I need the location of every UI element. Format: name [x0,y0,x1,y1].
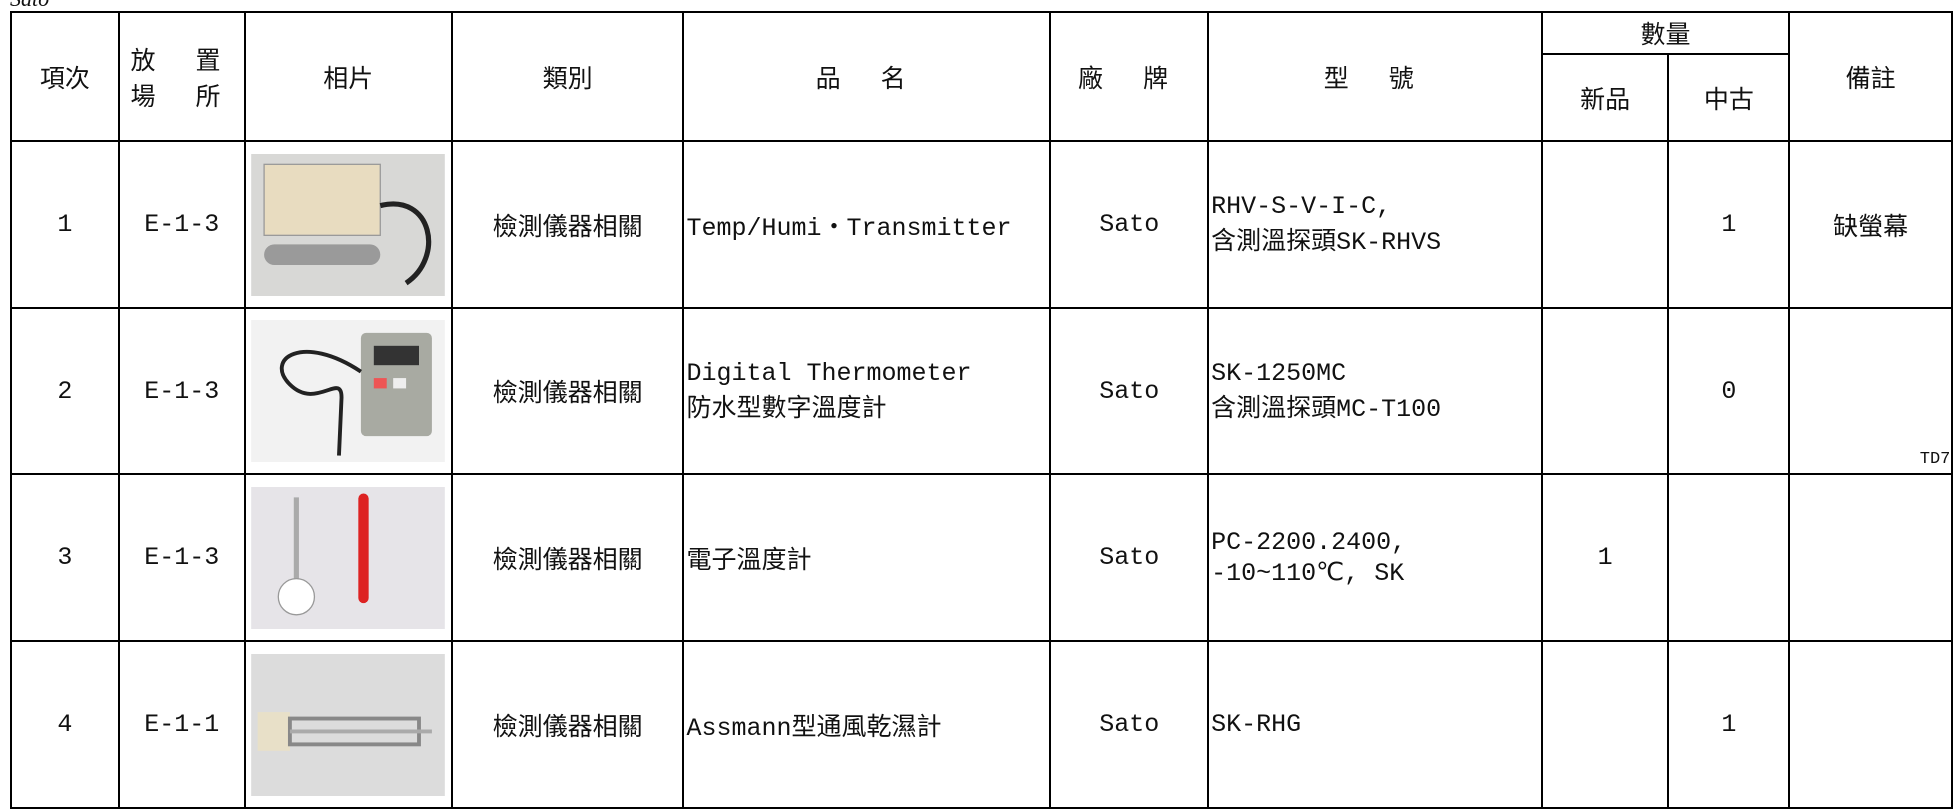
cell-brand: Sato [1049,640,1210,809]
text-line: 含測溫探頭MC-T100 [1211,394,1442,424]
cell-model: PC-2200.2400, -10~110℃, SK [1207,473,1543,642]
col-header: 放 置場 所 [117,11,246,142]
cell-remark: TD7H08 [1788,307,1953,475]
text-line: PC-2200.2400, [1211,527,1407,557]
cell-model: SK-RHG [1207,640,1543,809]
cell-location: E-1-3 [117,473,246,642]
text-line: Assmann型通風乾濕計 [686,713,942,743]
table-body: 1 E-1-3 檢測儀器相關 Temp/Humi・Transmitter Sato RHV… [10,140,1953,809]
col-header: 品 名 [682,11,1052,142]
header-line: 場 所 [130,83,234,113]
text-line: RHV-S-V-I-C, [1211,192,1392,221]
cell-used: 1 [1667,640,1791,809]
text-line: -10~110℃, SK [1211,558,1405,588]
cell-remark [1788,640,1953,809]
cell-no: 4 [10,640,120,809]
cell-category: 檢測儀器相關 [450,473,685,642]
cell-remark: 缺螢幕 [1788,140,1953,309]
cell-location: E-1-3 [117,307,246,475]
col-subheader: 中古 [1667,53,1791,142]
cell-category: 檢測儀器相關 [450,640,685,809]
text-line: Digital Thermometer [686,358,972,388]
cell-brand: Sato [1049,307,1210,475]
cell-photo [243,140,453,309]
cell-photo [243,307,453,475]
photo [251,653,446,796]
table-header: 項次 放 置場 所 相片 類別 品 名 廠 牌 型 號 數量 備註 新品 中古 [10,11,1953,142]
text-line: 含測溫探頭SK-RHVS [1211,228,1442,257]
cell-brand: Sato [1049,140,1210,309]
col-header: 廠 牌 [1049,11,1210,142]
cell-new [1540,140,1670,309]
col-header: 備註 [1788,11,1953,142]
cell-category: 檢測儀器相關 [450,307,685,475]
photo [251,153,446,296]
cell-brand: Sato [1049,473,1210,642]
photo [251,486,446,629]
text-line: 防水型數字溫度計 [686,394,887,424]
col-header: 型 號 [1207,11,1543,142]
col-group-header: 數量 [1540,11,1791,55]
text-line: 電子溫度計 [686,546,812,576]
cell-new [1540,640,1670,809]
cell-new: 1 [1540,473,1670,642]
cell-name: Temp/Humi・Transmitter [682,140,1052,309]
header-line: 放 置 [130,47,234,77]
cell-name: Digital Thermometer 防水型數字溫度計 [682,307,1052,475]
cell-no: 1 [10,140,120,309]
cell-used: 0 [1667,307,1791,475]
text-line: SK-1250MC [1211,358,1347,388]
cell-location: E-1-3 [117,140,246,309]
cell-model: RHV-S-V-I-C, 含測溫探頭SK-RHVS [1207,140,1543,309]
cell-location: E-1-1 [117,640,246,809]
cell-category: 檢測儀器相關 [450,140,685,309]
inventory-table: 項次 放 置場 所 相片 類別 品 名 廠 牌 型 號 數量 備註 新品 中古 … [10,11,1953,809]
cell-model: SK-1250MC 含測溫探頭MC-T100 [1207,307,1543,475]
cell-used: 1 [1667,140,1791,309]
col-subheader: 新品 [1540,53,1670,142]
text-line: SK-RHG [1211,710,1302,739]
cell-name: Assmann型通風乾濕計 [682,640,1052,809]
text-line: Temp/Humi・Transmitter [686,213,1012,243]
col-header: 項次 [10,11,120,142]
cell-name: 電子溫度計 [682,473,1052,642]
cell-photo [243,473,453,642]
cell-photo [243,640,453,809]
table-row: 2 E-1-3 檢測儀器相關 Digital Thermometer 防水型數字溫度計 S… [10,307,1953,475]
table-row: 3 E-1-3 檢測儀器相關 電子溫度計 Sato PC-2200.2400, -10~11… [10,473,1953,642]
cell-no: 2 [10,307,120,475]
table-row: 4 E-1-1 檢測儀器相關 Assmann型通風乾濕計 Sato SK-RHG 1 [10,640,1953,809]
photo [251,320,446,462]
remark-tag: TD7H08 [1919,450,1951,469]
col-header: 相片 [243,11,453,142]
sheet-label: Sato [10,0,49,12]
cell-remark [1788,473,1953,642]
cell-new [1540,307,1670,475]
cell-used [1667,473,1791,642]
col-header: 類別 [450,11,685,142]
table-row: 1 E-1-3 檢測儀器相關 Temp/Humi・Transmitter Sato RHV… [10,140,1953,309]
cell-no: 3 [10,473,120,642]
